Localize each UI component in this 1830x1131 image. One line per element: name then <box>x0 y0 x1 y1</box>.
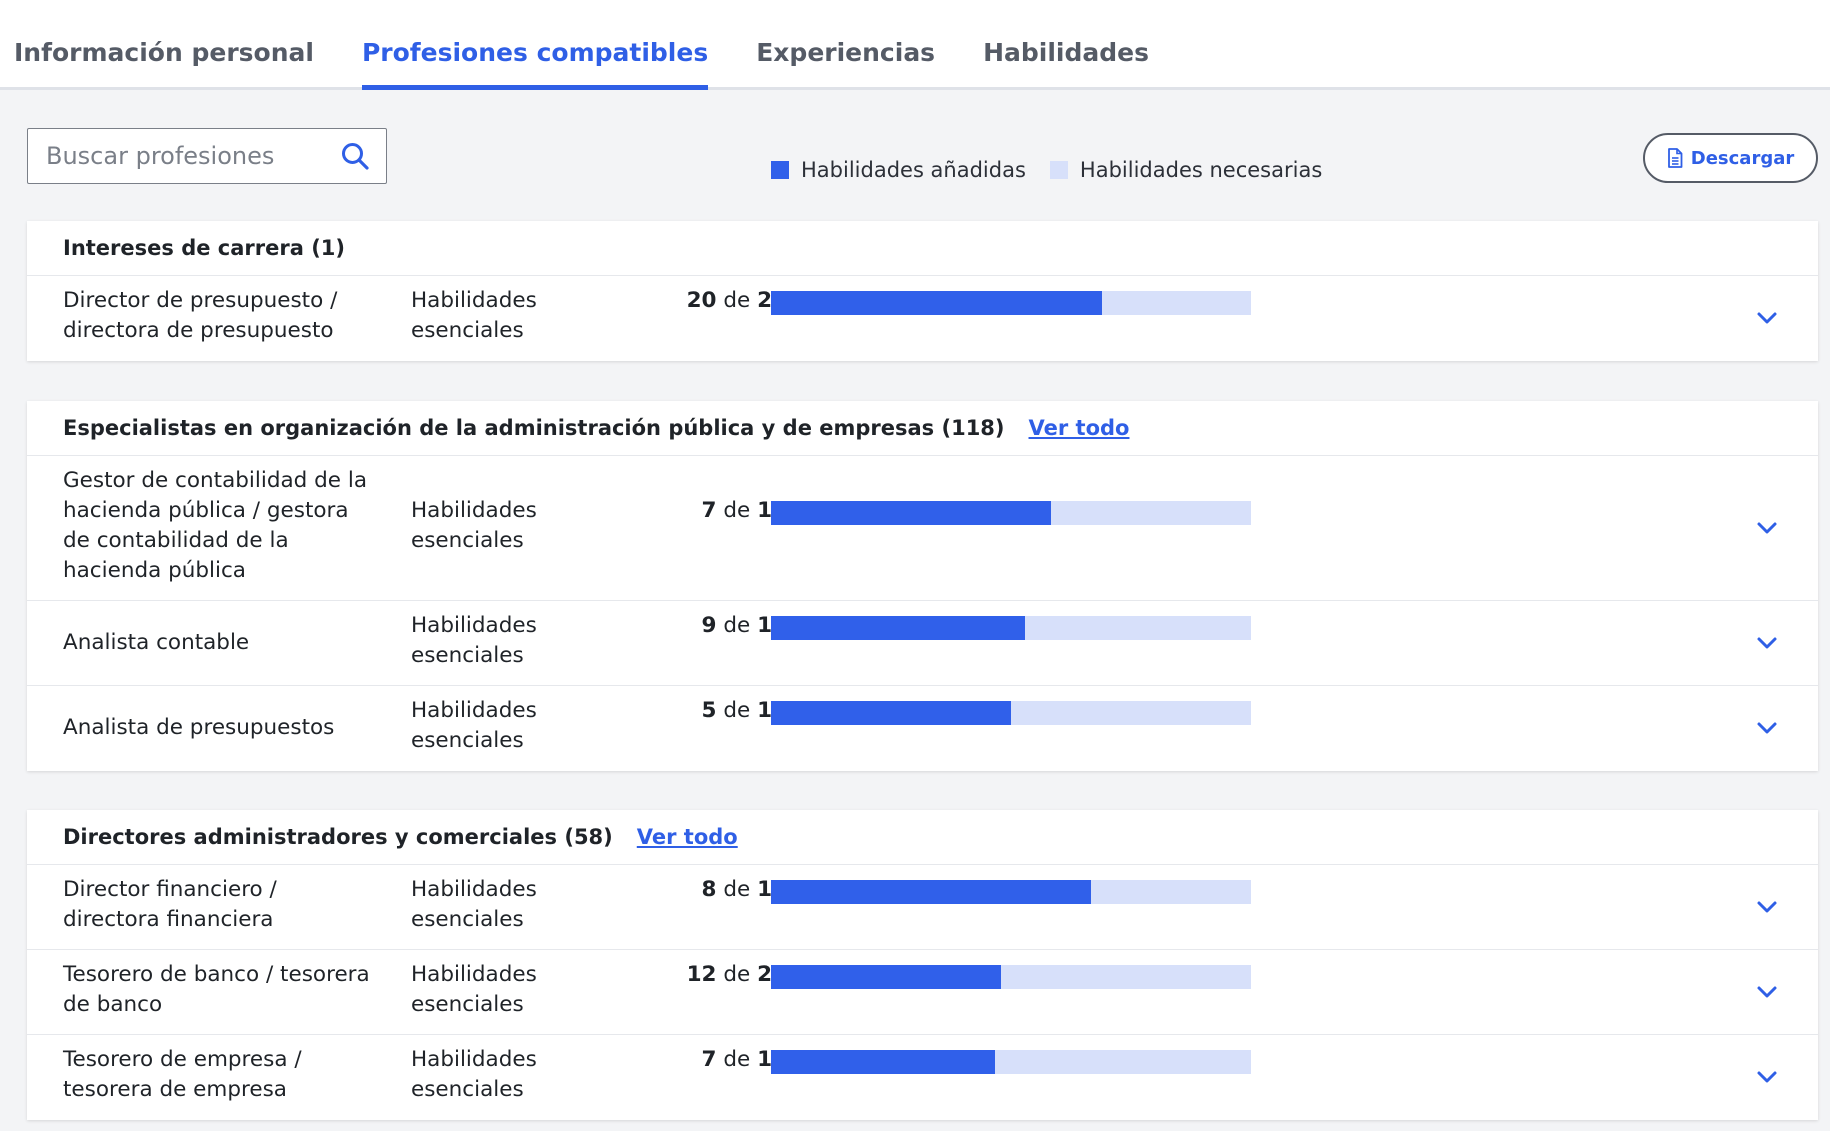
skill-progress-bar <box>771 1050 1251 1074</box>
skill-progress-fill <box>771 965 1002 989</box>
profession-row[interactable]: Tesorero de empresa / tesorera de empres… <box>27 1035 1818 1120</box>
download-button[interactable]: Descargar <box>1643 133 1818 183</box>
group-title: Intereses de carrera (1) <box>63 236 346 260</box>
profession-row[interactable]: Director de presupuesto / directora de p… <box>27 276 1818 361</box>
chevron-down-icon[interactable] <box>1752 303 1782 333</box>
chevron-down-icon[interactable] <box>1752 713 1782 743</box>
profession-name: Analista de presupuestos <box>63 715 335 740</box>
profession-row[interactable]: Analista de presupuestos Habilidades ese… <box>27 686 1818 771</box>
skill-progress-fill <box>771 616 1026 640</box>
document-icon <box>1667 148 1683 168</box>
skill-count-separator: de <box>723 962 758 987</box>
group-header: Especialistas en organización de la admi… <box>27 401 1818 456</box>
skill-progress-fill <box>771 701 1011 725</box>
tab-profesiones-compatibles[interactable]: Profesiones compatibles <box>361 38 709 90</box>
group-header: Intereses de carrera (1) <box>27 221 1818 276</box>
skill-count-separator: de <box>723 498 758 523</box>
skill-count-separator: de <box>723 288 758 313</box>
skill-progress-fill <box>771 880 1091 904</box>
skill-progress-bar <box>771 880 1251 904</box>
skill-progress-fill <box>771 501 1051 525</box>
legend: Habilidades añadidas Habilidades necesar… <box>771 158 1346 182</box>
profession-row[interactable]: Gestor de contabilidad de la hacienda pú… <box>27 456 1818 601</box>
skill-progress-fill <box>771 1050 995 1074</box>
profession-name: Tesorero de banco / tesorera de banco <box>63 962 370 1017</box>
legend-label-added: Habilidades añadidas <box>801 158 1026 182</box>
tab-informacion-personal[interactable]: Información personal <box>14 38 314 67</box>
tab-experiencias[interactable]: Experiencias <box>756 38 936 67</box>
search-icon[interactable] <box>340 141 370 171</box>
skill-count-separator: de <box>723 1047 758 1072</box>
profession-name: Gestor de contabilidad de la hacienda pú… <box>63 468 367 583</box>
skill-progress-fill <box>771 291 1103 315</box>
skill-count-have: 9 <box>701 613 717 638</box>
skill-type: Habilidades esenciales <box>411 877 537 932</box>
profession-name: Tesorero de empresa / tesorera de empres… <box>63 1047 302 1102</box>
download-label: Descargar <box>1690 147 1795 169</box>
skill-type: Habilidades esenciales <box>411 613 537 668</box>
profession-row[interactable]: Tesorero de banco / tesorera de banco Ha… <box>27 950 1818 1035</box>
skill-count-separator: de <box>723 698 758 723</box>
tab-bar: Información personal Profesiones compati… <box>0 0 1830 90</box>
skill-type: Habilidades esenciales <box>411 698 537 753</box>
skill-count-have: 5 <box>701 698 717 723</box>
chevron-down-icon[interactable] <box>1752 892 1782 922</box>
skill-progress-bar <box>771 701 1251 725</box>
toolbar: Habilidades añadidas Habilidades necesar… <box>0 90 1830 223</box>
chevron-down-icon[interactable] <box>1752 1062 1782 1092</box>
legend-swatch-needed <box>1049 161 1068 179</box>
chevron-down-icon[interactable] <box>1752 628 1782 658</box>
skill-type: Habilidades esenciales <box>411 288 537 343</box>
skill-count-have: 7 <box>701 1047 717 1072</box>
skill-type: Habilidades esenciales <box>411 962 537 1017</box>
skill-type: Habilidades esenciales <box>411 498 537 553</box>
view-all-link[interactable]: Ver todo <box>1028 416 1130 440</box>
tab-habilidades[interactable]: Habilidades <box>983 38 1149 67</box>
search-box <box>27 128 387 184</box>
view-all-link[interactable]: Ver todo <box>636 825 738 849</box>
skill-count: 8 de 12 <box>702 875 787 905</box>
skill-count-have: 7 <box>701 498 717 523</box>
career-group-especialistas: Especialistas en organización de la admi… <box>27 401 1818 771</box>
profession-name: Analista contable <box>63 630 250 655</box>
skill-progress-bar <box>771 965 1251 989</box>
skill-count-have: 20 <box>686 288 717 313</box>
skill-count-have: 12 <box>686 962 717 987</box>
skill-count-separator: de <box>723 613 758 638</box>
profession-name: Director de presupuesto / directora de p… <box>63 288 338 343</box>
skill-progress-bar <box>771 501 1251 525</box>
group-header: Directores administradores y comerciales… <box>27 810 1818 865</box>
legend-item-added: Habilidades añadidas <box>771 158 1026 182</box>
skill-progress-bar <box>771 291 1251 315</box>
legend-label-needed: Habilidades necesarias <box>1079 158 1323 182</box>
chevron-down-icon[interactable] <box>1752 977 1782 1007</box>
chevron-down-icon[interactable] <box>1752 513 1782 543</box>
profession-row[interactable]: Director financiero / directora financie… <box>27 865 1818 950</box>
legend-item-needed: Habilidades necesarias <box>1049 158 1323 182</box>
career-group-intereses: Intereses de carrera (1) Director de pre… <box>27 221 1818 361</box>
group-title: Especialistas en organización de la admi… <box>63 416 1005 440</box>
search-input[interactable] <box>46 142 340 170</box>
career-group-directores: Directores administradores y comerciales… <box>27 810 1818 1120</box>
profession-name: Director financiero / directora financie… <box>63 877 277 932</box>
legend-swatch-added <box>771 161 789 179</box>
skill-type: Habilidades esenciales <box>411 1047 537 1102</box>
skill-count: 9 de 17 <box>702 611 787 641</box>
group-title: Directores administradores y comerciales… <box>63 825 613 849</box>
skill-progress-bar <box>771 616 1251 640</box>
profession-row[interactable]: Analista contable Habilidades esenciales… <box>27 601 1818 686</box>
skill-count-have: 8 <box>701 877 717 902</box>
skill-count-separator: de <box>723 877 758 902</box>
